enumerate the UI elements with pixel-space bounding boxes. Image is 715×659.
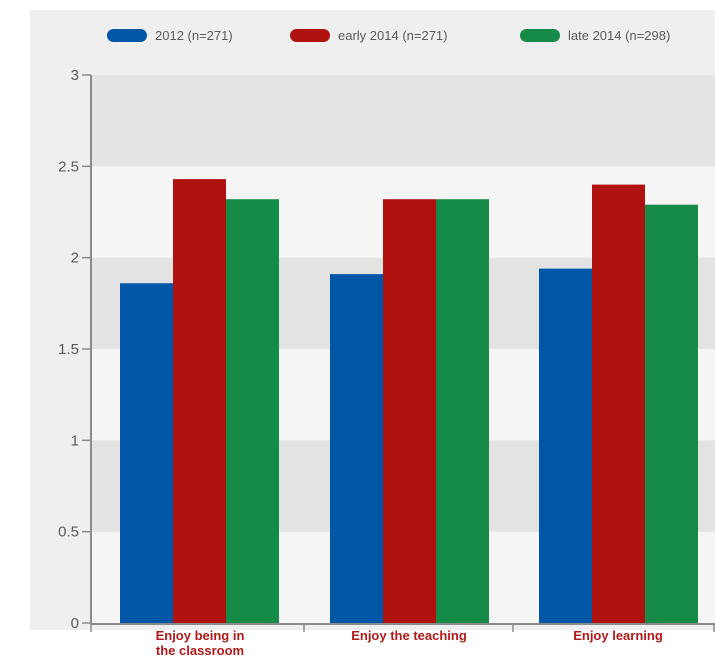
y-tick-labels: 0 0.5 1 1.5 2 2.5 3 [58, 67, 79, 632]
y-tick-label: 3 [71, 67, 79, 84]
y-tick-label: 2 [71, 250, 79, 267]
y-tick-label: 1 [71, 432, 79, 449]
bar [592, 184, 645, 623]
category-label: Enjoy learning [573, 628, 663, 643]
legend-label: 2012 (n=271) [155, 28, 233, 43]
bars [120, 179, 698, 624]
y-tick-label: 1.5 [58, 341, 79, 358]
legend: 2012 (n=271) early 2014 (n=271) late 2014 … [107, 28, 670, 43]
bar [383, 199, 436, 624]
bar [539, 268, 592, 623]
bar [173, 179, 226, 623]
category-label: Enjoy the teaching [351, 628, 467, 643]
bar [120, 283, 173, 623]
bar [226, 199, 279, 624]
axes [82, 74, 715, 632]
category-label: the classroom [156, 643, 244, 658]
legend-swatch [290, 29, 330, 42]
bar [330, 274, 383, 623]
legend-swatch [520, 29, 560, 42]
y-tick-label: 0.5 [58, 524, 79, 541]
legend-swatch [107, 29, 147, 42]
legend-label: late 2014 (n=298) [568, 28, 670, 43]
legend-label: early 2014 (n=271) [338, 28, 448, 43]
category-label: Enjoy being in [156, 628, 245, 643]
bar [436, 199, 489, 624]
y-tick-label: 2.5 [58, 158, 79, 175]
bar [645, 204, 698, 623]
y-tick-label: 0 [71, 615, 79, 632]
grid-band [91, 75, 715, 167]
